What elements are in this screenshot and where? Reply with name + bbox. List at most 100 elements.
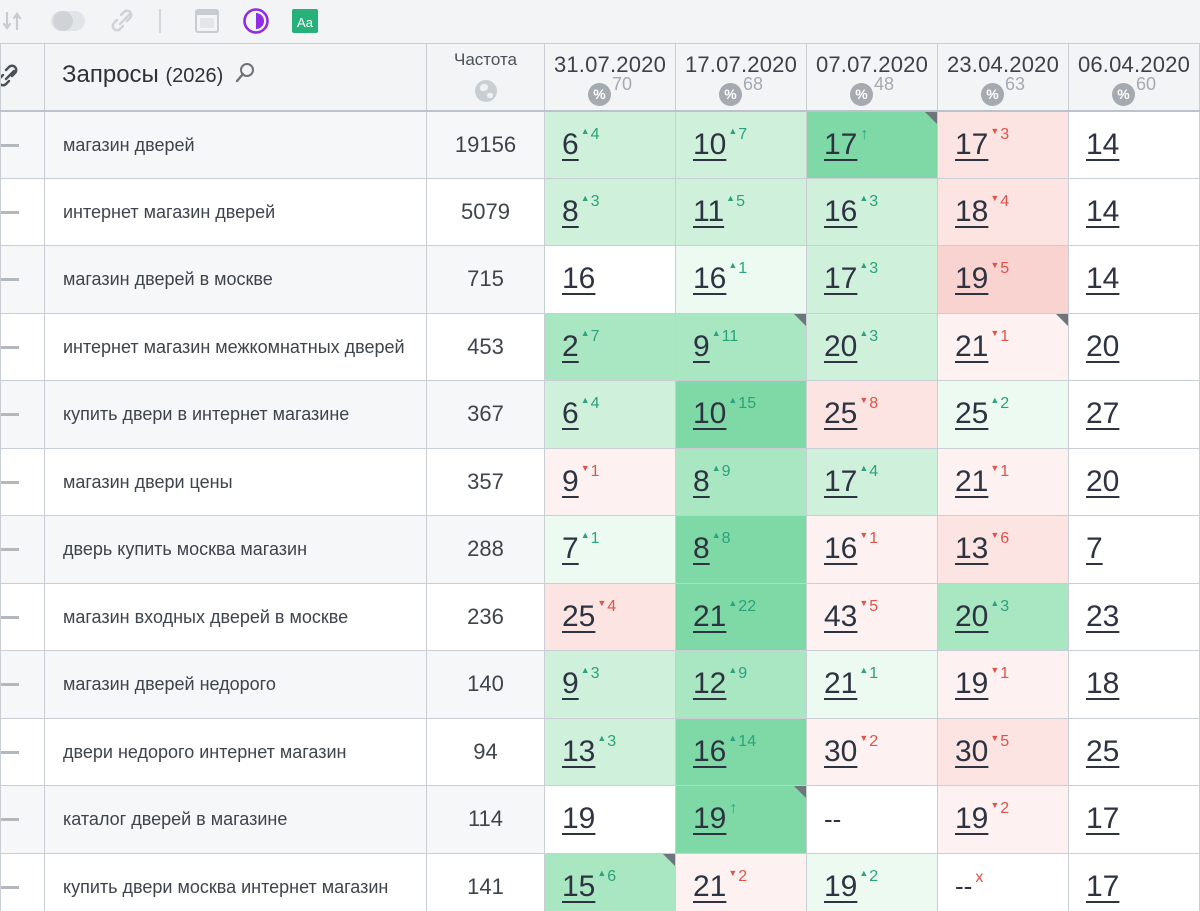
position-link[interactable]: 9 [562, 667, 579, 701]
position-cell[interactable]: 25 ▼8 [806, 380, 938, 449]
position-link[interactable]: 16 [693, 734, 727, 768]
position-link[interactable]: 11 [693, 194, 725, 228]
position-cell[interactable]: 19 ▲2 [806, 852, 938, 911]
position-cell[interactable]: 14 [1068, 245, 1200, 314]
position-link[interactable]: 21 [955, 464, 989, 498]
font-aa-icon[interactable]: Aa [290, 8, 320, 34]
position-link[interactable]: 12 [693, 667, 727, 701]
position-link[interactable]: 20 [1086, 329, 1120, 363]
position-cell[interactable]: 30 ▼2 [806, 717, 938, 786]
position-cell[interactable]: -- [806, 785, 938, 854]
position-cell[interactable]: 16 ▲3 [806, 177, 938, 246]
position-cell[interactable]: 2 ▲7 [544, 312, 676, 381]
header-date-1[interactable]: 17.07.2020 % 68 [675, 43, 807, 112]
position-cell[interactable]: 19 [544, 785, 676, 854]
position-cell[interactable]: 20 [1068, 312, 1200, 381]
position-link[interactable]: 16 [824, 194, 858, 228]
position-link[interactable]: 17 [824, 127, 858, 161]
position-link[interactable]: 17 [955, 127, 989, 161]
position-link[interactable]: 19 [693, 802, 727, 836]
position-link[interactable]: 8 [693, 532, 710, 566]
position-cell[interactable]: -- x [937, 852, 1069, 911]
position-link[interactable]: 6 [562, 397, 579, 431]
position-link[interactable]: 25 [562, 599, 596, 633]
position-cell[interactable]: 8 ▲8 [675, 515, 807, 584]
position-link[interactable]: 8 [562, 194, 579, 228]
position-cell[interactable]: 20 [1068, 447, 1200, 516]
position-link[interactable]: 21 [693, 869, 727, 903]
position-cell[interactable]: 13 ▼6 [937, 515, 1069, 584]
position-link[interactable]: 19 [824, 869, 858, 903]
minus-icon[interactable] [1, 615, 19, 619]
position-cell[interactable]: 21 ▲1 [806, 650, 938, 719]
position-cell[interactable]: 18 [1068, 650, 1200, 719]
sort-icon[interactable] [0, 8, 26, 34]
position-cell[interactable]: 27 [1068, 380, 1200, 449]
position-link[interactable]: 18 [955, 194, 989, 228]
position-cell[interactable]: 9 ▼1 [544, 447, 676, 516]
position-cell[interactable]: 17 ↑ [806, 110, 938, 179]
position-cell[interactable]: 25 ▲2 [937, 380, 1069, 449]
position-cell[interactable]: 17 [1068, 785, 1200, 854]
toggle-icon[interactable] [48, 8, 88, 34]
position-cell[interactable]: 17 ▼3 [937, 110, 1069, 179]
position-link[interactable]: 7 [1086, 532, 1103, 566]
position-link[interactable]: 25 [824, 397, 858, 431]
position-link[interactable]: 18 [1086, 667, 1120, 701]
minus-icon[interactable] [1, 818, 19, 822]
minus-icon[interactable] [1, 548, 19, 552]
position-link[interactable]: 20 [1086, 464, 1120, 498]
position-link[interactable]: 20 [824, 329, 858, 363]
minus-icon[interactable] [1, 683, 19, 687]
header-date-4[interactable]: 06.04.2020 % 60 [1068, 43, 1200, 112]
position-cell[interactable]: 9 ▲11 [675, 312, 807, 381]
position-cell[interactable]: 16 ▲14 [675, 717, 807, 786]
position-link[interactable]: 21 [955, 329, 989, 363]
position-cell[interactable]: 7 [1068, 515, 1200, 584]
row-toggle[interactable] [0, 177, 45, 246]
position-link[interactable]: 27 [1086, 397, 1120, 431]
link-icon[interactable] [108, 8, 142, 34]
position-link[interactable]: 17 [1086, 869, 1120, 903]
position-link[interactable]: 17 [824, 262, 858, 296]
position-cell[interactable]: 19 ↑ [675, 785, 807, 854]
position-link[interactable]: 30 [824, 734, 858, 768]
row-toggle[interactable] [0, 245, 45, 314]
position-cell[interactable]: 11 ▲5 [675, 177, 807, 246]
header-date-3[interactable]: 23.04.2020 % 63 [937, 43, 1069, 112]
row-toggle[interactable] [0, 312, 45, 381]
position-link[interactable]: 19 [955, 802, 989, 836]
position-cell[interactable]: 6 ▲4 [544, 110, 676, 179]
position-cell[interactable]: 13 ▲3 [544, 717, 676, 786]
position-cell[interactable]: 10 ▲7 [675, 110, 807, 179]
position-cell[interactable]: 8 ▲3 [544, 177, 676, 246]
position-cell[interactable]: 17 [1068, 852, 1200, 911]
position-link[interactable]: 16 [824, 532, 858, 566]
position-cell[interactable]: 19 ▼5 [937, 245, 1069, 314]
calendar-icon[interactable] [192, 8, 222, 34]
position-link[interactable]: 10 [693, 397, 727, 431]
position-cell[interactable]: 21 ▼2 [675, 852, 807, 911]
position-link[interactable]: 9 [562, 464, 579, 498]
position-link[interactable]: 17 [1086, 802, 1120, 836]
position-link[interactable]: 16 [562, 262, 596, 296]
position-link[interactable]: 6 [562, 127, 579, 161]
link-icon[interactable] [1, 64, 26, 95]
position-link[interactable]: 14 [1086, 127, 1120, 161]
position-cell[interactable]: 23 [1068, 582, 1200, 651]
position-cell[interactable]: 12 ▲9 [675, 650, 807, 719]
position-cell[interactable]: 30 ▼5 [937, 717, 1069, 786]
position-cell[interactable]: 16 ▼1 [806, 515, 938, 584]
position-link[interactable]: 17 [824, 464, 858, 498]
position-cell[interactable]: 19 ▼2 [937, 785, 1069, 854]
position-cell[interactable]: 21 ▲22 [675, 582, 807, 651]
position-cell[interactable]: 14 [1068, 177, 1200, 246]
position-link[interactable]: 43 [824, 599, 858, 633]
position-link[interactable]: 23 [1086, 599, 1120, 633]
position-link[interactable]: 19 [955, 667, 989, 701]
header-frequency[interactable]: Частота [426, 43, 545, 112]
position-link[interactable]: 14 [1086, 194, 1120, 228]
header-link-cell[interactable] [0, 43, 45, 112]
position-cell[interactable]: 20 ▲3 [806, 312, 938, 381]
contrast-icon[interactable] [240, 8, 272, 34]
